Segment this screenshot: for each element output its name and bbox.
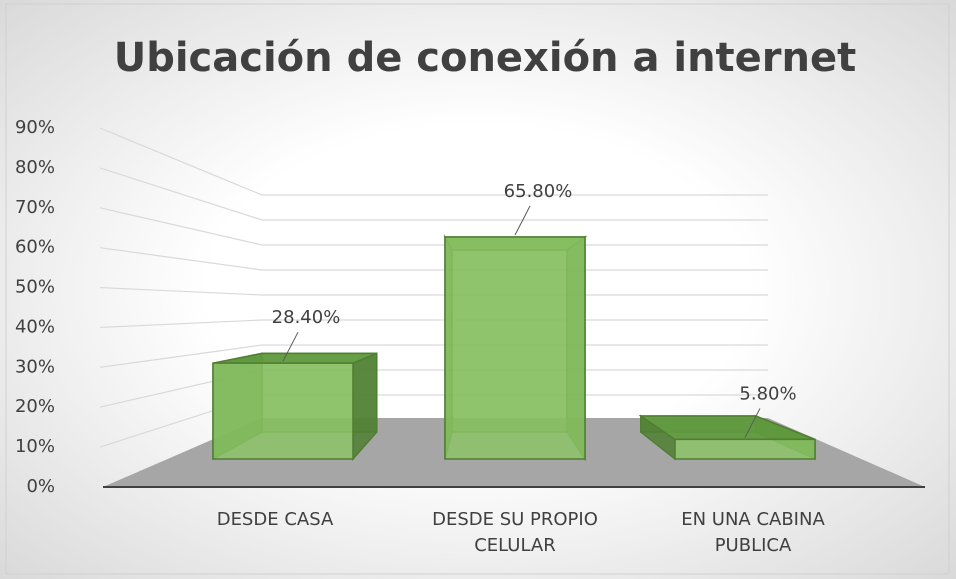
x-tick-label: DESDE CASA <box>216 509 334 530</box>
y-tick-label: 80% <box>15 157 55 178</box>
grid-line <box>99 344 768 368</box>
x-tick-label: EN UNA CABINA PUBLICA <box>681 509 825 556</box>
grid-line <box>99 286 768 296</box>
bar <box>212 352 378 461</box>
y-tick-label: 10% <box>15 436 55 457</box>
x-tick-label: DESDE SU PROPIO CELULAR <box>432 509 598 556</box>
bar <box>638 414 816 461</box>
y-tick-label: 0% <box>26 476 55 497</box>
leader-line <box>744 408 761 438</box>
bar-front <box>444 236 586 460</box>
data-label: 65.80% <box>504 181 573 202</box>
chart-border <box>5 3 950 575</box>
grid-line <box>99 127 768 196</box>
grid-line <box>99 167 768 221</box>
chart-title: Ubicación de conexión a internet <box>114 35 857 81</box>
y-tick-label: 30% <box>15 356 55 377</box>
bar <box>443 234 588 462</box>
grid-line <box>99 207 768 246</box>
grid-line <box>99 369 768 408</box>
grid-line <box>99 247 768 271</box>
bar-front <box>212 362 354 460</box>
bar-front <box>674 438 816 460</box>
y-tick-label: 50% <box>15 277 55 298</box>
data-label: 28.40% <box>272 307 341 328</box>
leader-line <box>514 205 531 236</box>
y-tick-label: 60% <box>15 237 55 258</box>
y-tick-label: 40% <box>15 316 55 337</box>
leader-line <box>282 331 299 362</box>
grid-line <box>99 319 768 329</box>
y-tick-label: 20% <box>15 396 55 417</box>
y-tick-label: 90% <box>15 117 55 138</box>
data-label: 5.80% <box>739 383 796 404</box>
bar-top <box>212 352 378 364</box>
y-tick-label: 70% <box>15 197 55 218</box>
